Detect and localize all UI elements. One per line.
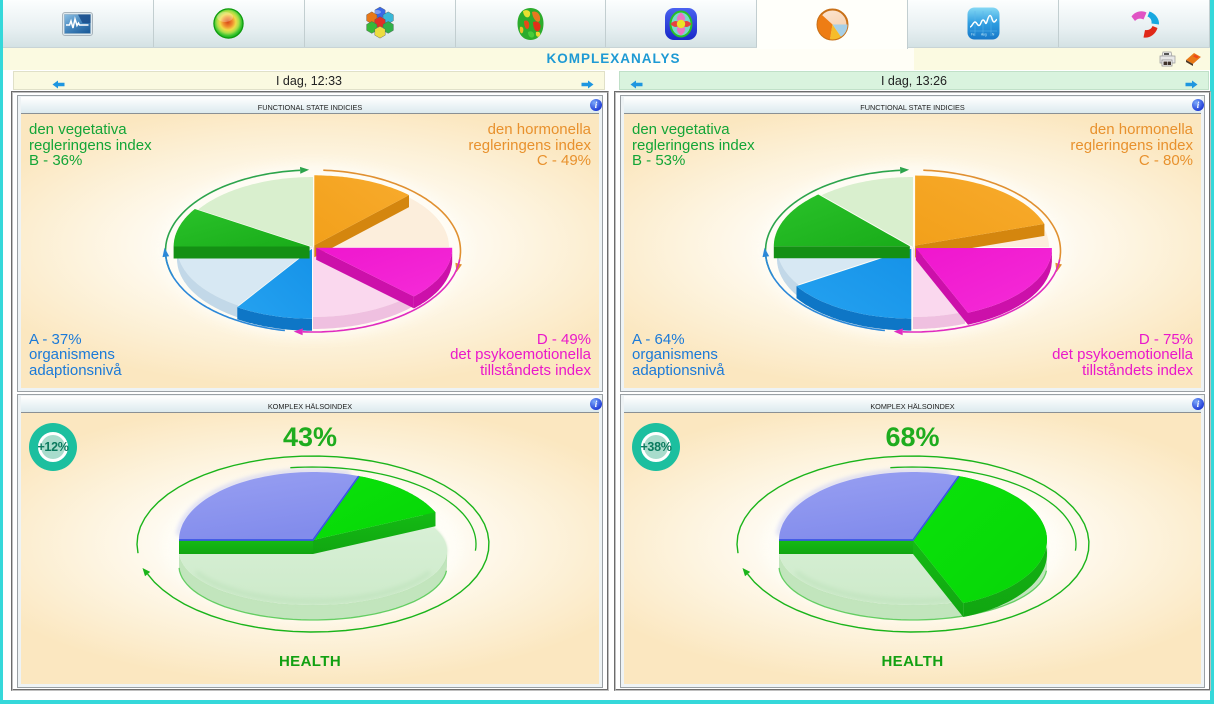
svg-text:Aug: Aug xyxy=(981,33,987,37)
svg-text:Fe: Fe xyxy=(971,33,975,37)
svg-text:N: N xyxy=(992,33,995,37)
